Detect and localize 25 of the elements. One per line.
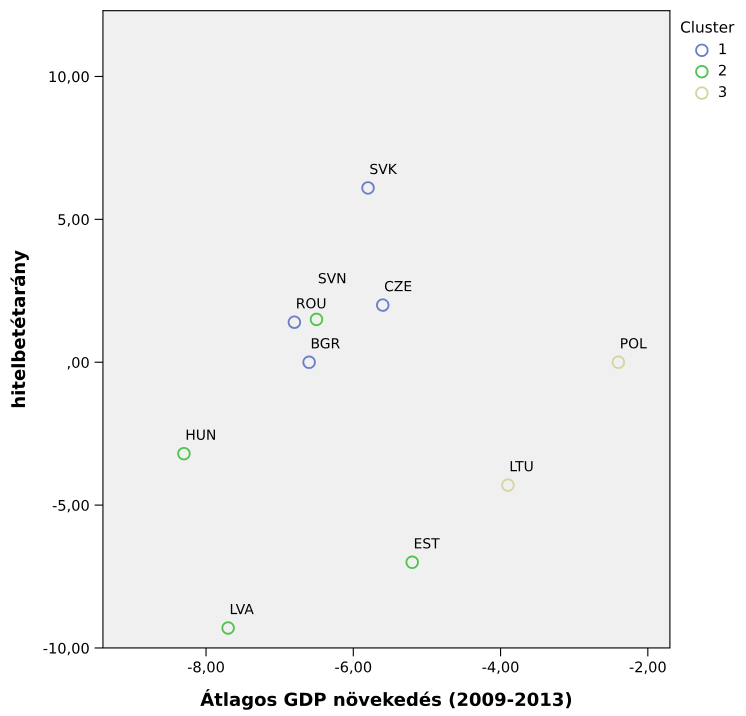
legend-title: Cluster bbox=[680, 20, 734, 33]
annotation: BGR bbox=[312, 338, 340, 349]
y-axis-title: hitelbetétarány bbox=[10, 250, 29, 408]
annotation: ROU bbox=[297, 298, 326, 309]
annotation: EST bbox=[414, 538, 440, 549]
legend-label: 3 bbox=[719, 86, 726, 98]
x-tick-label: -4,00 bbox=[482, 661, 518, 674]
y-tick-label: 5,00 bbox=[58, 214, 89, 227]
annotation: LVA bbox=[230, 604, 254, 614]
annotation: SVN bbox=[318, 272, 346, 284]
y-tick-label: -5,00 bbox=[52, 500, 89, 512]
annotation: POL bbox=[621, 338, 647, 349]
x-tick-label: -2,00 bbox=[630, 661, 666, 674]
y-tick-label: ,00 bbox=[68, 356, 89, 370]
x-axis-title: Átlagos GDP növekedés (2009-2013) bbox=[200, 689, 572, 710]
annotation: CZE bbox=[384, 280, 412, 292]
y-tick-label: 10,00 bbox=[50, 71, 89, 84]
x-tick-label: -8,00 bbox=[188, 661, 224, 674]
annotation: LTU bbox=[510, 461, 533, 472]
legend-label: 2 bbox=[718, 64, 726, 76]
annotation: HUN bbox=[186, 430, 215, 440]
legend-label: 1 bbox=[720, 43, 726, 54]
y-tick-label: -10,00 bbox=[43, 642, 89, 656]
x-tick-label: -6,00 bbox=[335, 661, 372, 674]
annotation: SVK bbox=[370, 164, 398, 174]
